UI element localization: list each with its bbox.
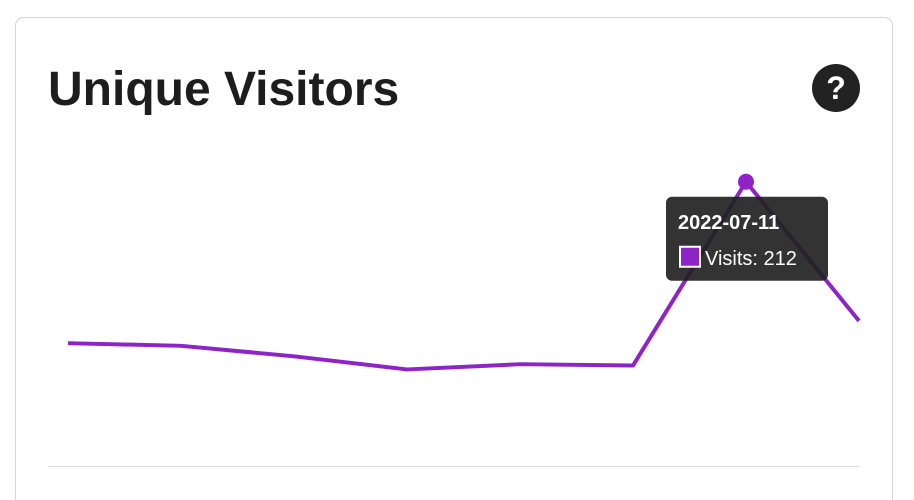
hover-point xyxy=(738,173,754,190)
tooltip-date: 2022-07-11 xyxy=(678,212,779,234)
card-title: Unique Visitors xyxy=(48,63,399,116)
card-border xyxy=(15,17,893,500)
tooltip: 2022-07-11 Visits: 212 xyxy=(666,196,828,281)
tooltip-box xyxy=(666,196,828,281)
help-icon[interactable]: ? xyxy=(826,70,846,106)
tooltip-swatch xyxy=(679,245,701,268)
tooltip-value: Visits: 212 xyxy=(705,248,797,270)
help-button[interactable] xyxy=(812,64,860,112)
